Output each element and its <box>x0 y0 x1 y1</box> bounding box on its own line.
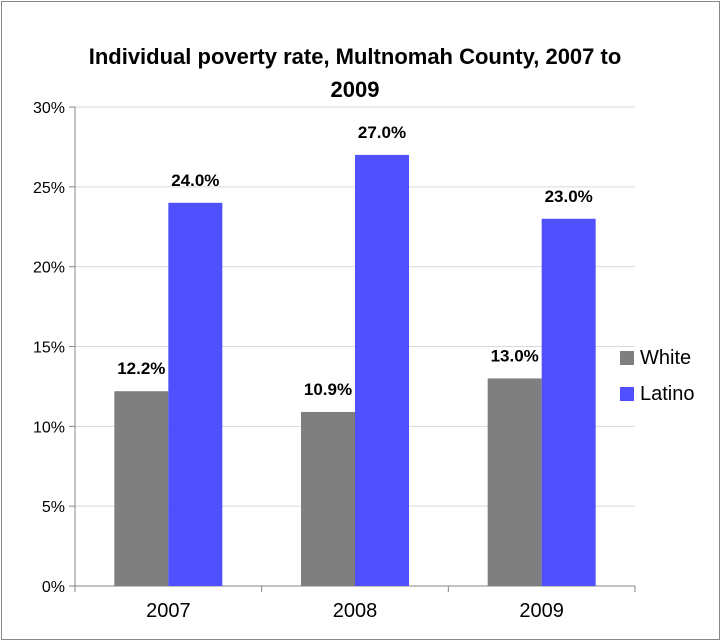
bar-white-2009 <box>487 378 542 586</box>
legend-swatch-white <box>620 351 634 365</box>
data-label-latino-2007: 24.0% <box>171 171 219 190</box>
x-tick-label-2008: 2008 <box>333 600 378 622</box>
legend-label-latino: Latino <box>640 382 695 405</box>
legend-swatch-latino <box>620 387 634 401</box>
y-tick-label: 0% <box>42 579 65 596</box>
data-label-latino-2009: 23.0% <box>545 187 593 206</box>
bar-white-2007 <box>114 391 169 586</box>
y-tick-label: 10% <box>33 419 65 436</box>
data-label-white-2007: 12.2% <box>117 359 165 378</box>
data-label-latino-2008: 27.0% <box>358 123 406 142</box>
bar-latino-2009 <box>541 218 596 586</box>
data-label-white-2008: 10.9% <box>304 380 352 399</box>
bars <box>114 154 596 587</box>
legend-item-white: White <box>620 340 695 376</box>
y-tick-label: 20% <box>33 260 65 277</box>
x-tick-label-2009: 2009 <box>519 600 564 622</box>
chart-title: Individual poverty rate, Multnomah Count… <box>88 44 622 102</box>
data-label-white-2009: 13.0% <box>491 346 539 365</box>
bar-latino-2008 <box>355 154 409 586</box>
legend-label-white: White <box>640 346 692 369</box>
y-tick-label: 15% <box>33 340 65 357</box>
y-tick-label: 30% <box>33 100 65 117</box>
bar-latino-2007 <box>168 202 223 587</box>
bar-white-2008 <box>301 411 355 586</box>
y-tick-label: 25% <box>33 180 65 197</box>
y-tick-label: 5% <box>42 499 65 516</box>
legend-item-latino: Latino <box>620 376 695 412</box>
legend: White Latino <box>620 340 695 412</box>
x-tick-label-2007: 2007 <box>146 600 191 622</box>
data-labels: 12.2% 24.0% 10.9% 27.0% 13.0% 23.0% <box>117 123 593 399</box>
